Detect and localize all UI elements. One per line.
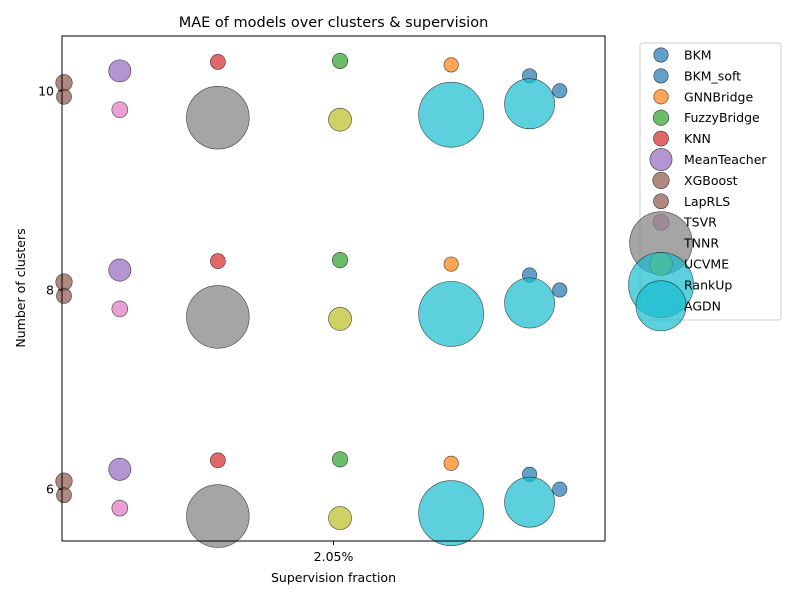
marker-laprls-1 [56,88,72,105]
legend-marker-xgboost [652,171,670,189]
marker-layer [55,52,568,548]
marker-agdn-2 [504,277,555,329]
marker-meanteacher-1 [108,59,132,83]
marker-agdn-1 [504,78,555,130]
legend-marker-fuzzybridge [652,109,670,126]
marker-knn-1 [210,54,226,70]
marker-ucvme-3 [328,506,352,530]
marker-rankup-3 [418,480,484,546]
marker-tnnr-3 [186,484,250,548]
legend-label-ucvme: UCVME [684,257,729,272]
legend-label-knn: KNN [684,131,711,146]
legend-label-rankup: RankUp [684,277,732,292]
marker-bkm-soft-2 [552,282,568,298]
legend-marker-laprls [653,193,669,210]
legend-label-gnnbridge: GNNBridge [684,89,753,104]
marker-xgboost-3 [55,472,73,490]
legend-label-tsvr: TSVR [683,215,717,230]
legend-label-bkm: BKM [684,48,712,63]
legend-label-xgboost: XGBoost [684,173,738,188]
marker-gnnbridge-2 [443,256,459,272]
y-tick-label: 10 [38,83,54,98]
marker-fuzzybridge-3 [331,451,349,468]
legend-label-laprls: LapRLS [684,194,730,209]
legend-marker-gnnbridge [653,89,669,105]
legend-marker-meanteacher [649,148,673,171]
marker-gnnbridge-3 [443,455,459,471]
marker-tnnr-1 [186,86,250,150]
legend-marker-agdn [635,280,687,332]
marker-meanteacher-2 [108,258,132,282]
marker-rankup-1 [418,81,484,148]
legend-marker-bkm [653,47,669,63]
legend-label-tnnr: TNNR [683,236,719,251]
marker-fuzzybridge-2 [331,252,349,269]
marker-bkm-soft-3 [552,481,568,497]
legend-label-fuzzybridge: FuzzyBridge [684,110,760,125]
marker-laprls-2 [56,288,72,304]
marker-meanteacher-3 [108,457,132,481]
marker-ucvme-1 [328,107,352,132]
marker-ucvme-2 [328,307,352,331]
marker-laprls-3 [56,487,72,504]
marker-gnnbridge-1 [443,57,459,73]
marker-fuzzybridge-1 [331,52,349,69]
marker-knn-2 [210,253,226,269]
legend-label-meanteacher: MeanTeacher [684,152,767,167]
legend: BKM BKM_soft GNNBridge FuzzyBridge KNN MeanTe… [628,42,782,332]
x-axis-ticks: 2.05% [314,541,354,564]
x-tick-label: 2.05% [314,549,354,564]
legend-marker-knn [653,130,669,147]
marker-xgboost-1 [55,74,73,92]
y-axis-label: Number of clusters [13,228,28,347]
marker-tsvr-2 [111,300,129,318]
marker-xgboost-2 [55,273,73,291]
marker-knn-3 [210,452,226,469]
legend-label-bkm-soft: BKM_soft [684,68,741,83]
chart-title: MAE of models over clusters & supervisio… [179,15,489,31]
y-tick-label: 8 [46,282,54,297]
marker-tsvr-3 [111,499,129,517]
legend-label-agdn: AGDN [684,298,721,313]
marker-agdn-3 [504,476,555,528]
y-tick-label: 6 [46,482,54,497]
marker-bkm-soft-1 [552,83,568,99]
marker-tnnr-2 [186,285,250,349]
y-axis-ticks: 6 8 10 [38,83,62,497]
legend-marker-bkm-soft [653,68,669,84]
x-axis-label: Supervision fraction [271,570,396,585]
marker-rankup-2 [418,281,484,347]
marker-tsvr-1 [111,101,129,118]
